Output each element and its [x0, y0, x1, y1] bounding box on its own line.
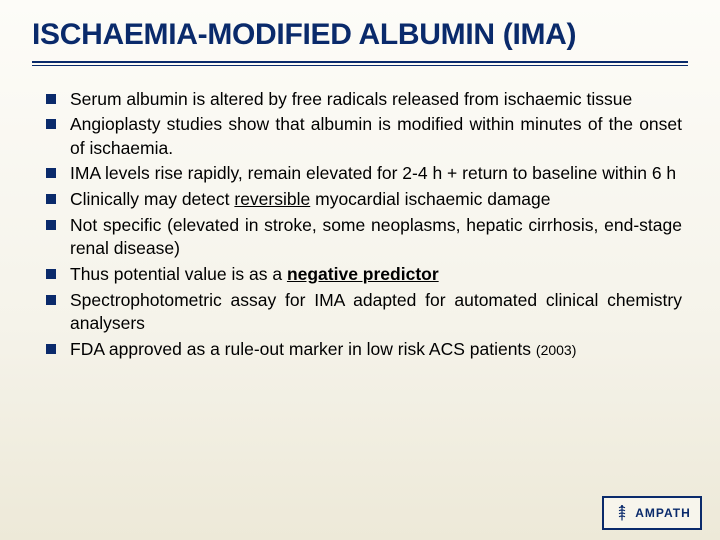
list-item: Spectrophotometric assay for IMA adapted…: [46, 289, 682, 336]
list-item-text: Angioplasty studies show that albumin is…: [70, 113, 682, 160]
list-item: Clinically may detect reversible myocard…: [46, 188, 682, 212]
list-item: Not specific (elevated in stroke, some n…: [46, 214, 682, 261]
brand-logo: AMPATH: [602, 496, 702, 530]
square-bullet-icon: [46, 194, 56, 204]
list-item-text: Spectrophotometric assay for IMA adapted…: [70, 289, 682, 336]
list-item-text: IMA levels rise rapidly, remain elevated…: [70, 162, 682, 186]
bullet-list: Serum albumin is altered by free radical…: [32, 88, 688, 362]
list-item: Serum albumin is altered by free radical…: [46, 88, 682, 112]
square-bullet-icon: [46, 220, 56, 230]
title-rule-thin: [32, 65, 688, 66]
list-item: Angioplasty studies show that albumin is…: [46, 113, 682, 160]
list-item-text: Not specific (elevated in stroke, some n…: [70, 214, 682, 261]
list-item-text: Serum albumin is altered by free radical…: [70, 88, 682, 112]
emphasis-span: (2003): [536, 342, 576, 358]
list-item: IMA levels rise rapidly, remain elevated…: [46, 162, 682, 186]
square-bullet-icon: [46, 295, 56, 305]
square-bullet-icon: [46, 119, 56, 129]
slide-title: ISCHAEMIA-MODIFIED ALBUMIN (IMA): [32, 18, 688, 53]
brand-logo-text: AMPATH: [635, 506, 691, 520]
list-item-text: Clinically may detect reversible myocard…: [70, 188, 682, 212]
list-item: Thus potential value is as a negative pr…: [46, 263, 682, 287]
title-rule-thick: [32, 61, 688, 63]
list-item-text: FDA approved as a rule-out marker in low…: [70, 338, 682, 362]
emphasis-span: negative predictor: [287, 264, 439, 284]
emphasis-span: reversible: [234, 189, 310, 209]
slide: ISCHAEMIA-MODIFIED ALBUMIN (IMA) Serum a…: [0, 0, 720, 540]
square-bullet-icon: [46, 344, 56, 354]
caduceus-icon: [613, 504, 631, 522]
square-bullet-icon: [46, 168, 56, 178]
list-item-text: Thus potential value is as a negative pr…: [70, 263, 682, 287]
square-bullet-icon: [46, 94, 56, 104]
list-item: FDA approved as a rule-out marker in low…: [46, 338, 682, 362]
square-bullet-icon: [46, 269, 56, 279]
